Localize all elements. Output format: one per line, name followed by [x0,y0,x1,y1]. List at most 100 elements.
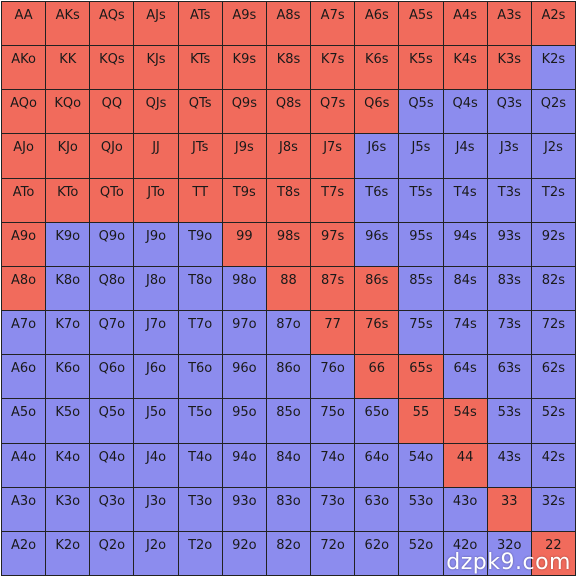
hand-cell-94s[interactable]: 94s [442,221,487,266]
hand-cell-87o[interactable]: 87o [265,310,311,355]
hand-cell-65s[interactable]: 65s [398,354,443,399]
hand-cell-T6s[interactable]: T6s [354,177,399,222]
hand-cell-A7o[interactable]: A7o [1,310,46,355]
hand-cell-97o[interactable]: 97o [221,310,266,355]
hand-cell-93o[interactable]: 93o [221,486,266,531]
hand-cell-J3s[interactable]: J3s [486,133,531,178]
hand-cell-Q6s[interactable]: Q6s [354,89,399,134]
hand-cell-J8o[interactable]: J8o [133,265,178,311]
hand-cell-J9s[interactable]: J9s [221,133,266,178]
hand-cell-52o[interactable]: 52o [398,530,443,575]
hand-cell-A9o[interactable]: A9o [1,221,46,266]
hand-cell-73s[interactable]: 73s [486,310,531,355]
hand-cell-T5s[interactable]: T5s [398,177,443,222]
hand-cell-J3o[interactable]: J3o [133,486,178,531]
hand-cell-75s[interactable]: 75s [398,310,443,355]
hand-cell-43s[interactable]: 43s [486,442,531,487]
hand-cell-ATo[interactable]: ATo [1,177,46,222]
hand-cell-AJo[interactable]: AJo [1,133,46,178]
hand-cell-Q8s[interactable]: Q8s [265,89,311,134]
hand-cell-K3o[interactable]: K3o [45,486,90,531]
hand-cell-A4s[interactable]: A4s [442,1,487,46]
hand-cell-87s[interactable]: 87s [310,265,355,311]
hand-cell-A2s[interactable]: A2s [530,1,575,46]
hand-cell-52s[interactable]: 52s [530,398,575,443]
hand-cell-Q4o[interactable]: Q4o [89,442,134,487]
hand-cell-Q7s[interactable]: Q7s [310,89,355,134]
hand-cell-QTs[interactable]: QTs [177,89,222,134]
hand-cell-Q6o[interactable]: Q6o [89,354,134,399]
hand-cell-J5s[interactable]: J5s [398,133,443,178]
hand-cell-K5o[interactable]: K5o [45,398,90,443]
hand-cell-JTs[interactable]: JTs [177,133,222,178]
hand-cell-A3s[interactable]: A3s [486,1,531,46]
hand-cell-KTo[interactable]: KTo [45,177,90,222]
hand-cell-AA[interactable]: AA [1,1,46,46]
hand-cell-T8o[interactable]: T8o [177,265,222,311]
hand-cell-K7o[interactable]: K7o [45,310,90,355]
hand-cell-T2o[interactable]: T2o [177,530,222,575]
hand-cell-KTs[interactable]: KTs [177,45,222,90]
hand-cell-42o[interactable]: 42o [442,530,487,575]
hand-cell-98s[interactable]: 98s [265,221,311,266]
hand-cell-74s[interactable]: 74s [442,310,487,355]
hand-cell-92o[interactable]: 92o [221,530,266,575]
hand-cell-Q7o[interactable]: Q7o [89,310,134,355]
hand-cell-54s[interactable]: 54s [442,398,487,443]
hand-cell-98o[interactable]: 98o [221,265,266,311]
hand-cell-63s[interactable]: 63s [486,354,531,399]
hand-cell-73o[interactable]: 73o [310,486,355,531]
hand-cell-86s[interactable]: 86s [354,265,399,311]
hand-cell-J2s[interactable]: J2s [530,133,575,178]
hand-cell-95s[interactable]: 95s [398,221,443,266]
hand-cell-A8o[interactable]: A8o [1,265,46,311]
hand-cell-K6o[interactable]: K6o [45,354,90,399]
hand-cell-AQs[interactable]: AQs [89,1,134,46]
hand-cell-88[interactable]: 88 [265,265,311,311]
hand-cell-A4o[interactable]: A4o [1,442,46,487]
hand-cell-J2o[interactable]: J2o [133,530,178,575]
hand-cell-T2s[interactable]: T2s [530,177,575,222]
hand-cell-95o[interactable]: 95o [221,398,266,443]
hand-cell-K9s[interactable]: K9s [221,45,266,90]
hand-cell-KQs[interactable]: KQs [89,45,134,90]
hand-cell-K3s[interactable]: K3s [486,45,531,90]
hand-cell-A6o[interactable]: A6o [1,354,46,399]
hand-cell-AQo[interactable]: AQo [1,89,46,134]
hand-cell-T3s[interactable]: T3s [486,177,531,222]
hand-cell-Q3s[interactable]: Q3s [486,89,531,134]
hand-cell-J6s[interactable]: J6s [354,133,399,178]
hand-cell-Q2o[interactable]: Q2o [89,530,134,575]
hand-cell-Q8o[interactable]: Q8o [89,265,134,311]
hand-cell-82o[interactable]: 82o [265,530,311,575]
hand-cell-JJ[interactable]: JJ [133,133,178,178]
hand-cell-K8s[interactable]: K8s [265,45,311,90]
hand-cell-T4s[interactable]: T4s [442,177,487,222]
hand-cell-62o[interactable]: 62o [354,530,399,575]
hand-cell-A5o[interactable]: A5o [1,398,46,443]
hand-cell-72s[interactable]: 72s [530,310,575,355]
hand-cell-84o[interactable]: 84o [265,442,311,487]
hand-cell-K2s[interactable]: K2s [530,45,575,90]
hand-cell-83s[interactable]: 83s [486,265,531,311]
hand-cell-92s[interactable]: 92s [530,221,575,266]
hand-cell-77[interactable]: 77 [310,310,355,355]
hand-cell-KK[interactable]: KK [45,45,90,90]
hand-cell-A6s[interactable]: A6s [354,1,399,46]
hand-cell-72o[interactable]: 72o [310,530,355,575]
hand-cell-63o[interactable]: 63o [354,486,399,531]
hand-cell-J4o[interactable]: J4o [133,442,178,487]
hand-cell-64o[interactable]: 64o [354,442,399,487]
hand-cell-T4o[interactable]: T4o [177,442,222,487]
hand-cell-K4s[interactable]: K4s [442,45,487,90]
hand-cell-94o[interactable]: 94o [221,442,266,487]
hand-cell-J4s[interactable]: J4s [442,133,487,178]
hand-cell-K4o[interactable]: K4o [45,442,90,487]
hand-cell-TT[interactable]: TT [177,177,222,222]
hand-cell-76s[interactable]: 76s [354,310,399,355]
hand-cell-33[interactable]: 33 [486,486,531,531]
hand-cell-65o[interactable]: 65o [354,398,399,443]
hand-cell-K5s[interactable]: K5s [398,45,443,90]
hand-cell-QJs[interactable]: QJs [133,89,178,134]
hand-cell-Q4s[interactable]: Q4s [442,89,487,134]
